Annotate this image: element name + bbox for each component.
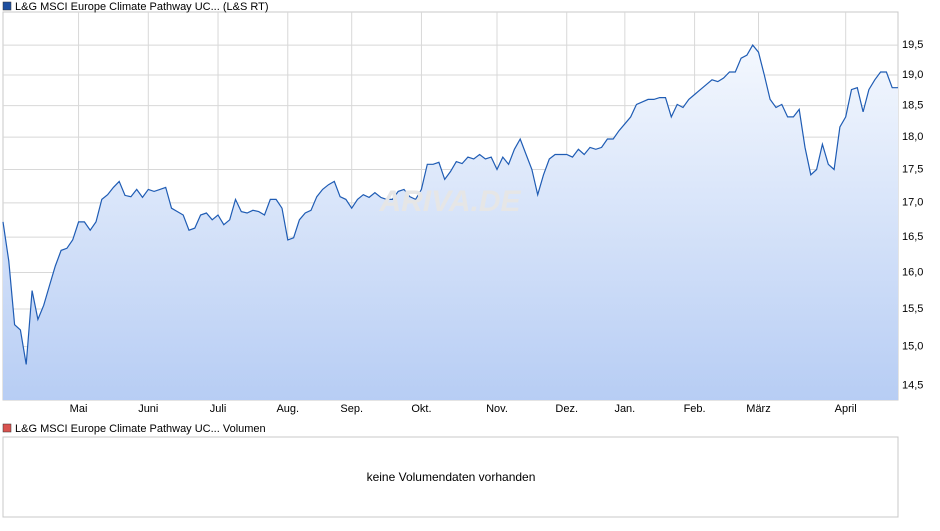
price-line (2, 44, 898, 365)
y-tick-label: 19,5 (902, 39, 923, 51)
x-tick-label: Sep. (340, 403, 363, 415)
y-tick-label: 15,0 (902, 341, 923, 353)
x-tick-label: Nov. (486, 403, 508, 415)
y-tick-label: 14,5 (902, 380, 923, 392)
x-tick-label: April (835, 403, 857, 415)
legend-swatch (2, 423, 12, 433)
x-tick-label: Mai (70, 403, 88, 415)
y-tick-label: 16,0 (902, 266, 923, 278)
legend-swatch (2, 1, 12, 11)
series (2, 44, 898, 400)
x-tick-label: Juni (138, 403, 158, 415)
y-tick-label: 17,0 (902, 197, 923, 209)
x-tick-label: Dez. (555, 403, 578, 415)
y-tick-label: 19,0 (902, 69, 923, 81)
x-tick-label: Jan. (614, 403, 635, 415)
legend-label: L&G MSCI Europe Climate Pathway UC... Vo… (15, 423, 266, 435)
volume-panel (2, 436, 899, 518)
y-tick-label: 16,5 (902, 231, 923, 243)
y-tick-label: 17,5 (902, 163, 923, 175)
no-data-message: keine Volumendaten vorhanden (367, 470, 536, 484)
y-tick-label: 15,5 (902, 303, 923, 315)
y-tick-label: 18,0 (902, 131, 923, 143)
legend-label: L&G MSCI Europe Climate Pathway UC... (L… (15, 1, 269, 13)
watermark: ARIVA.DE (378, 185, 521, 218)
x-tick-label: Aug. (276, 403, 299, 415)
x-tick-label: Feb. (684, 403, 706, 415)
x-tick-label: Juli (210, 403, 227, 415)
y-tick-label: 18,5 (902, 100, 923, 112)
x-tick-label: März (746, 403, 770, 415)
area (3, 45, 898, 400)
x-tick-label: Okt. (411, 403, 431, 415)
